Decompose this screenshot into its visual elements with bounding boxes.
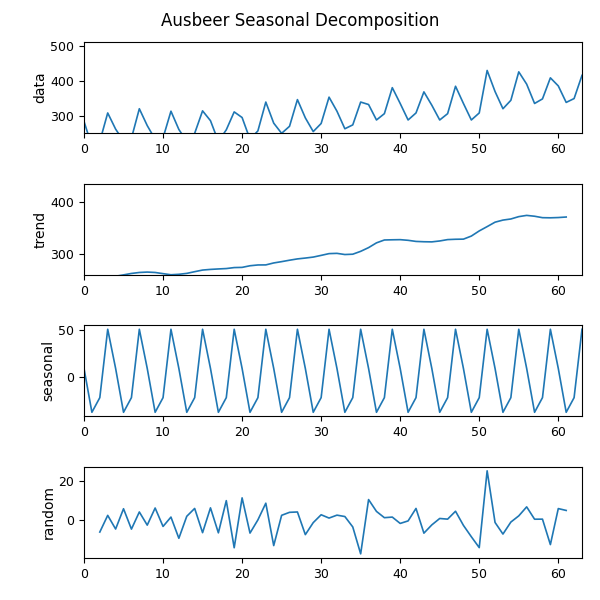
Y-axis label: trend: trend [34,211,47,248]
Text: Ausbeer Seasonal Decomposition: Ausbeer Seasonal Decomposition [161,12,439,30]
Y-axis label: data: data [34,72,47,103]
Y-axis label: seasonal: seasonal [41,340,56,401]
Y-axis label: random: random [41,485,56,539]
